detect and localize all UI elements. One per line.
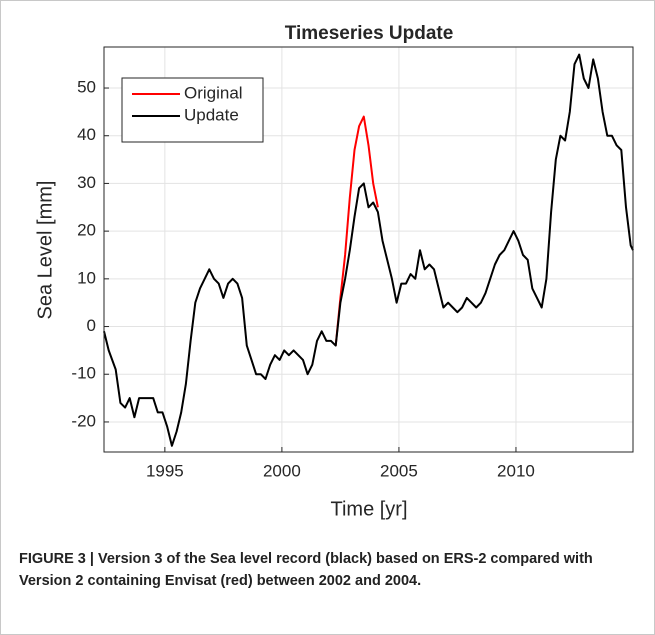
caption: FIGURE 3 | Version 3 of the Sea level re… [19, 551, 593, 589]
y-axis-label: Sea Level [mm] [34, 181, 56, 320]
y-tick-label: 10 [77, 268, 96, 287]
y-tick-label: 40 [77, 125, 96, 144]
legend-label: Update [184, 105, 239, 124]
y-tick-label: 30 [77, 173, 96, 192]
y-tick-label: -10 [71, 364, 96, 383]
legend-label: Original [184, 83, 243, 102]
x-tick-label: 2000 [263, 461, 301, 480]
x-tick-label: 2005 [380, 461, 418, 480]
series-line [334, 115, 379, 346]
x-tick-label: 1995 [146, 461, 184, 480]
y-tick-label: -20 [71, 411, 96, 430]
x-tick-label: 2010 [497, 461, 535, 480]
chart-title: Timeseries Update [285, 23, 454, 44]
plot-frame [103, 46, 634, 453]
x-axis-label: Time [yr] [330, 498, 407, 520]
chart: Timeseries Update Time [yr] Sea Level [m… [34, 23, 634, 520]
legend-box [121, 77, 264, 143]
y-tick-label: 50 [77, 78, 96, 97]
series-line [103, 53, 634, 447]
y-tick-label: 20 [77, 221, 96, 240]
y-tick-label: 0 [87, 316, 96, 335]
